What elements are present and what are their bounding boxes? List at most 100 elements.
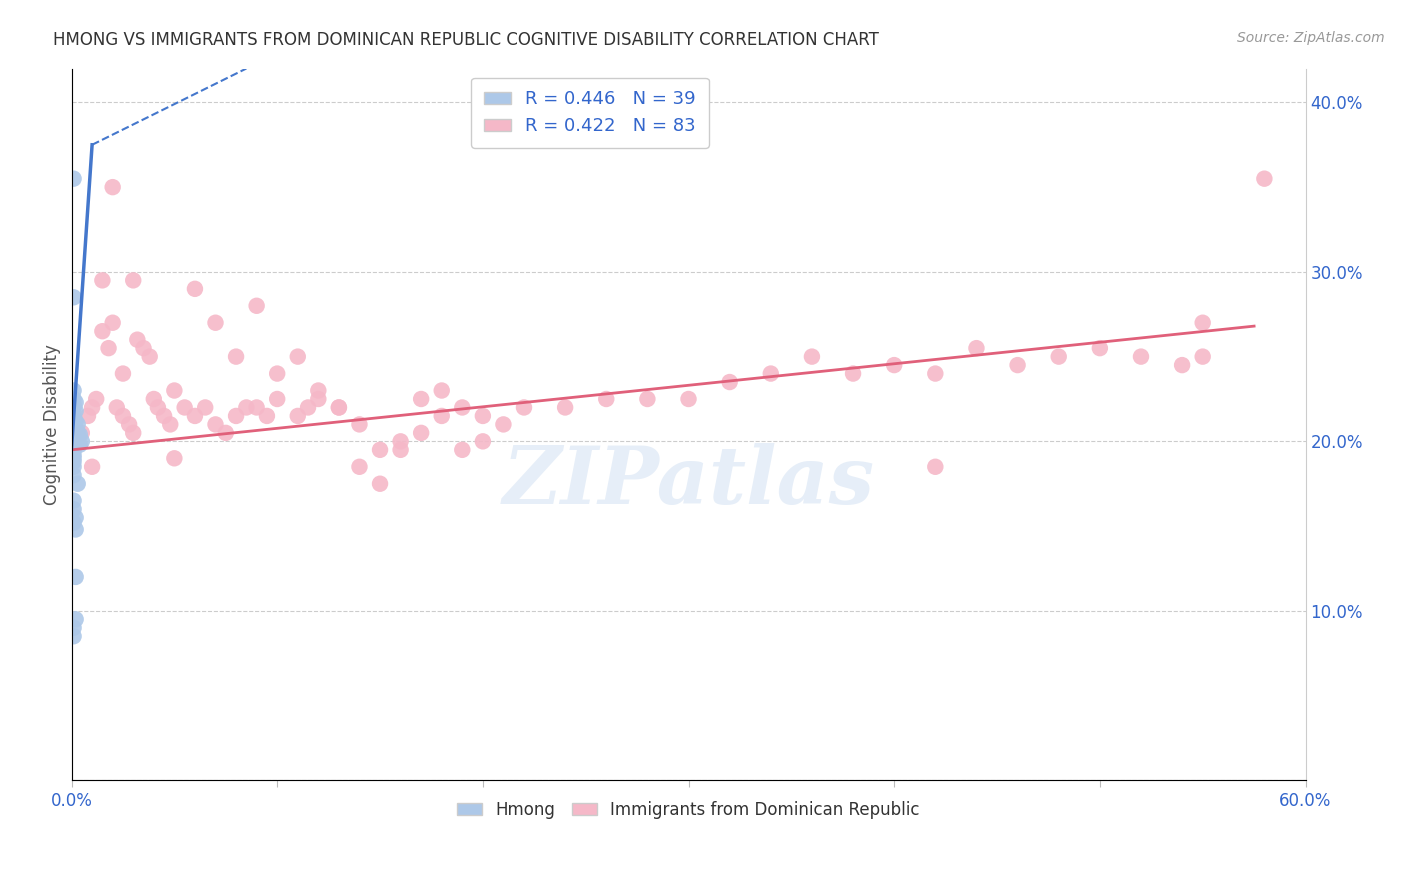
Point [246, 401, 269, 415]
Point [62, 442, 84, 457]
Text: Source: ZipAtlas.com: Source: ZipAtlas.com [1237, 31, 1385, 45]
Point [62, 290, 84, 304]
Point [91, 273, 114, 287]
Point [111, 409, 134, 423]
Point [678, 392, 700, 406]
Point [411, 392, 433, 406]
Point [62, 502, 84, 516]
Point [62, 455, 84, 469]
Point [62, 493, 84, 508]
Point [101, 180, 124, 194]
Point [307, 392, 329, 406]
Point [389, 434, 412, 449]
Point [62, 417, 84, 432]
Point [146, 401, 169, 415]
Point [718, 375, 741, 389]
Point [636, 392, 658, 406]
Point [554, 401, 576, 415]
Point [159, 417, 181, 432]
Point [122, 273, 145, 287]
Legend: Hmong, Immigrants from Dominican Republic: Hmong, Immigrants from Dominican Republi… [450, 794, 927, 825]
Point [389, 442, 412, 457]
Point [451, 442, 474, 457]
Point [246, 299, 269, 313]
Point [965, 341, 987, 355]
Point [411, 425, 433, 440]
Point [62, 621, 84, 635]
Point [163, 451, 186, 466]
Point [759, 367, 782, 381]
Point [62, 451, 84, 466]
Point [924, 459, 946, 474]
Point [65, 523, 87, 537]
Point [368, 442, 391, 457]
Text: ZIPatlas: ZIPatlas [502, 442, 875, 520]
Point [62, 401, 84, 415]
Point [1130, 350, 1153, 364]
Point [65, 414, 87, 428]
Point [65, 570, 87, 584]
Point [66, 425, 89, 440]
Point [924, 367, 946, 381]
Point [328, 401, 350, 415]
Point [111, 367, 134, 381]
Point [70, 425, 93, 440]
Point [235, 401, 257, 415]
Point [62, 171, 84, 186]
Point [82, 401, 104, 415]
Point [62, 409, 84, 423]
Point [66, 476, 89, 491]
Point [287, 350, 309, 364]
Point [62, 434, 84, 449]
Point [194, 401, 217, 415]
Point [1191, 316, 1213, 330]
Point [66, 417, 89, 432]
Point [513, 401, 536, 415]
Point [138, 350, 160, 364]
Point [595, 392, 617, 406]
Point [256, 409, 278, 423]
Point [492, 417, 515, 432]
Point [69, 427, 91, 442]
Point [287, 409, 309, 423]
Point [77, 409, 100, 423]
Point [225, 350, 247, 364]
Point [132, 341, 155, 355]
Point [1191, 350, 1213, 364]
Point [1253, 171, 1275, 186]
Point [204, 417, 226, 432]
Point [70, 434, 93, 449]
Y-axis label: Cognitive Disability: Cognitive Disability [44, 344, 60, 505]
Point [1088, 341, 1111, 355]
Point [122, 425, 145, 440]
Point [225, 409, 247, 423]
Text: HMONG VS IMMIGRANTS FROM DOMINICAN REPUBLIC COGNITIVE DISABILITY CORRELATION CHA: HMONG VS IMMIGRANTS FROM DOMINICAN REPUB… [53, 31, 879, 49]
Point [471, 409, 494, 423]
Point [349, 459, 371, 474]
Point [368, 476, 391, 491]
Point [65, 404, 87, 418]
Point [127, 333, 149, 347]
Point [69, 438, 91, 452]
Point [883, 358, 905, 372]
Point [91, 324, 114, 338]
Point [101, 316, 124, 330]
Point [297, 401, 319, 415]
Point [62, 439, 84, 453]
Point [62, 425, 84, 440]
Point [66, 434, 89, 449]
Point [65, 438, 87, 452]
Point [142, 392, 165, 406]
Point [62, 516, 84, 530]
Point [65, 510, 87, 524]
Point [118, 417, 141, 432]
Point [430, 384, 453, 398]
Point [1047, 350, 1070, 364]
Point [266, 367, 288, 381]
Point [153, 409, 176, 423]
Point [349, 417, 371, 432]
Point [184, 282, 207, 296]
Point [62, 392, 84, 406]
Point [1171, 358, 1194, 372]
Point [471, 434, 494, 449]
